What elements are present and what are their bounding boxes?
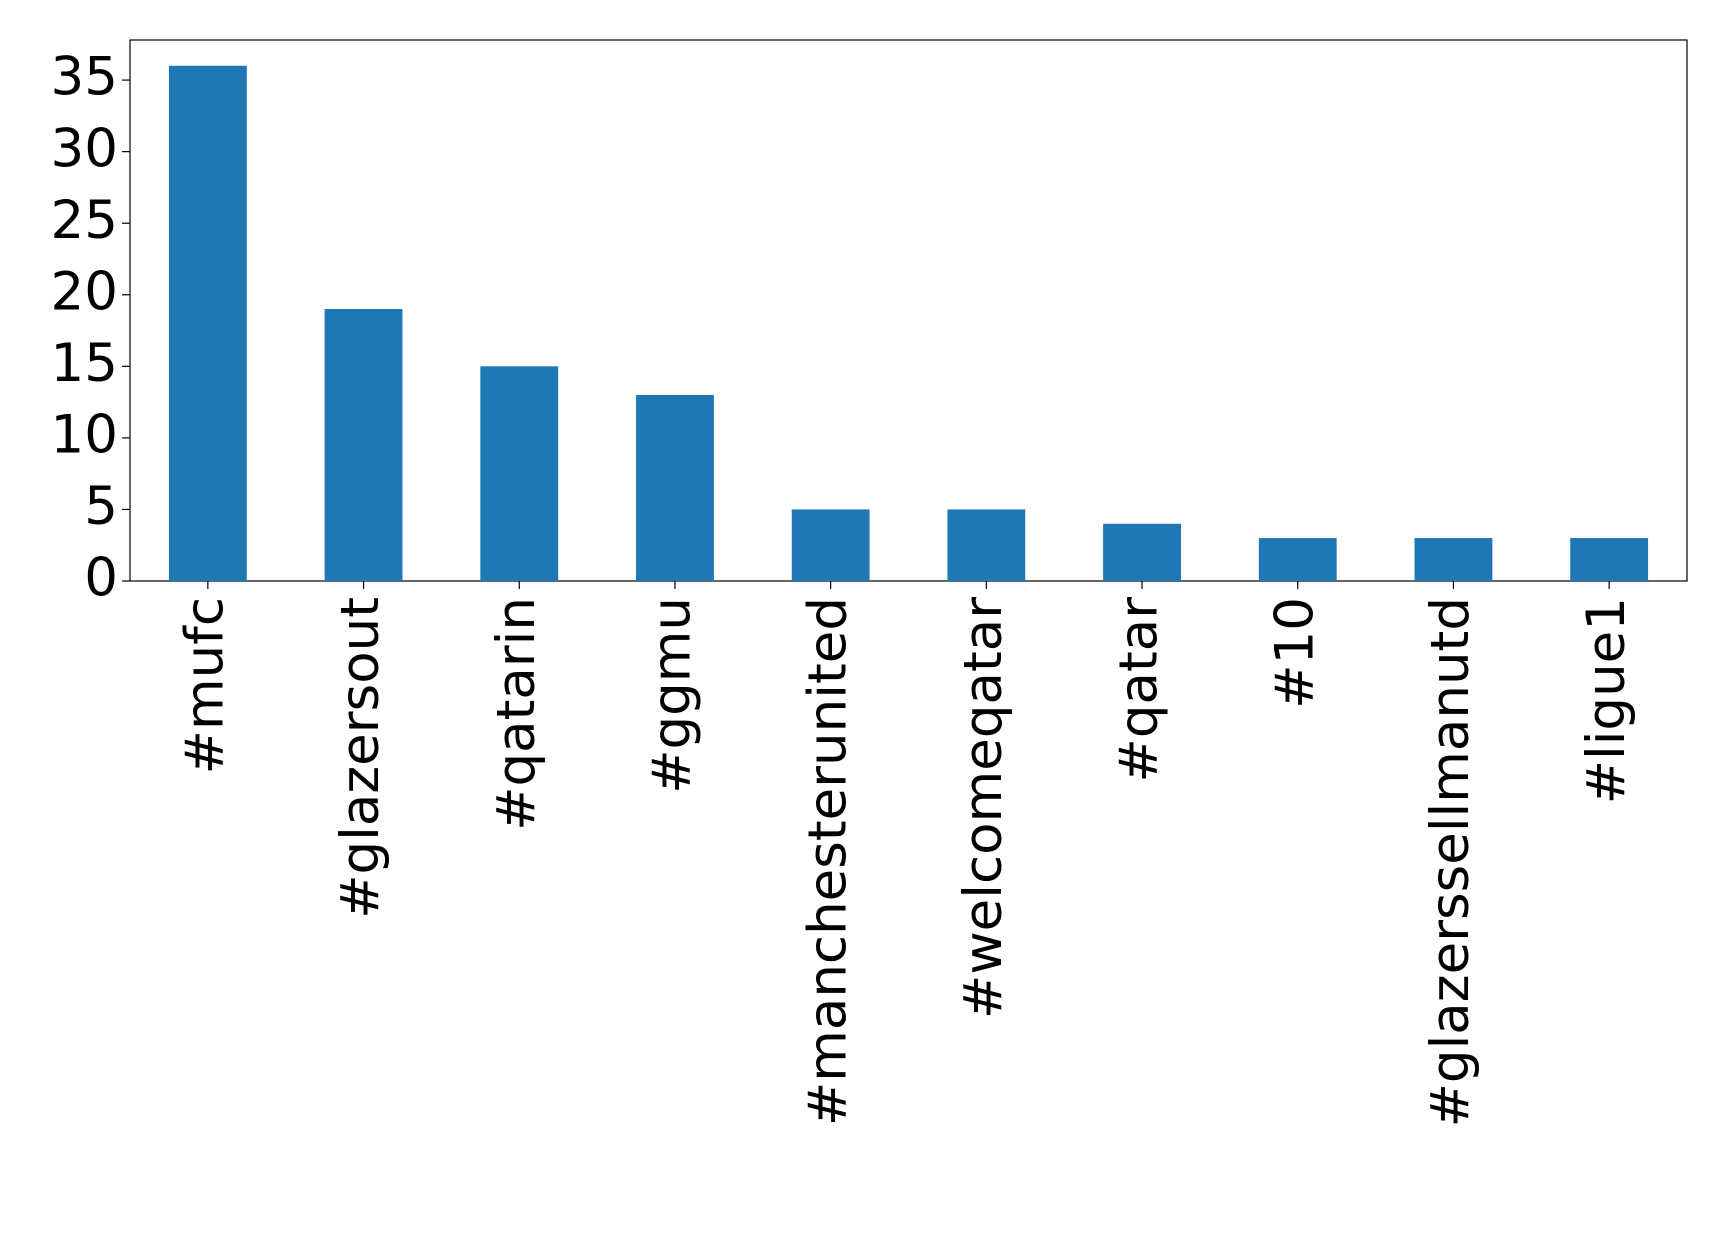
x-tick-label: #mufc: [174, 597, 235, 774]
bar: [1414, 538, 1493, 581]
bar: [480, 366, 559, 581]
y-tick-label: 25: [51, 190, 118, 251]
x-tick-label: #glazersout: [330, 597, 391, 919]
bar: [636, 394, 714, 581]
x-tick-label: #qatarin: [486, 597, 547, 831]
y-tick-label: 35: [51, 47, 118, 108]
y-tick-label: 20: [51, 261, 118, 322]
x-tick-label: #glazerssellmanutd: [1420, 597, 1481, 1127]
bar: [947, 509, 1026, 581]
y-tick-label: 30: [51, 118, 118, 179]
bar: [1103, 523, 1181, 581]
y-tick-label: 15: [51, 333, 118, 394]
y-tick-label: 5: [84, 476, 118, 537]
plot-frame: [129, 39, 1688, 582]
x-tick-label: #manchesterunited: [797, 597, 858, 1126]
y-tick-label: 10: [51, 405, 118, 466]
x-tick-label: #10: [1264, 597, 1325, 709]
y-tick-label: 0: [84, 548, 118, 609]
x-tick-label: #qatar: [1109, 597, 1170, 783]
x-tick-label: #ligue1: [1576, 597, 1637, 804]
bar: [168, 65, 247, 581]
bar: [791, 509, 870, 581]
x-tick-label: #welcomeqatar: [953, 597, 1014, 1019]
bar: [1570, 538, 1649, 581]
bar: [324, 309, 403, 581]
x-tick-label: #ggmu: [642, 597, 703, 794]
bar: [1258, 538, 1337, 581]
